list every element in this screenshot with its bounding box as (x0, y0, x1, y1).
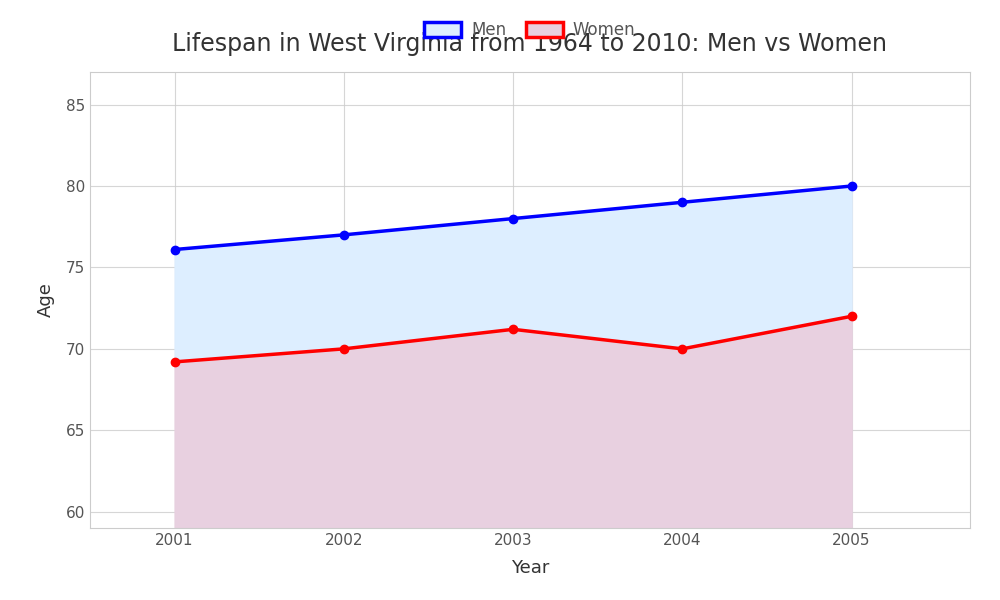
X-axis label: Year: Year (511, 559, 549, 577)
Legend: Men, Women: Men, Women (424, 21, 636, 39)
Title: Lifespan in West Virginia from 1964 to 2010: Men vs Women: Lifespan in West Virginia from 1964 to 2… (173, 32, 888, 56)
Y-axis label: Age: Age (37, 283, 55, 317)
